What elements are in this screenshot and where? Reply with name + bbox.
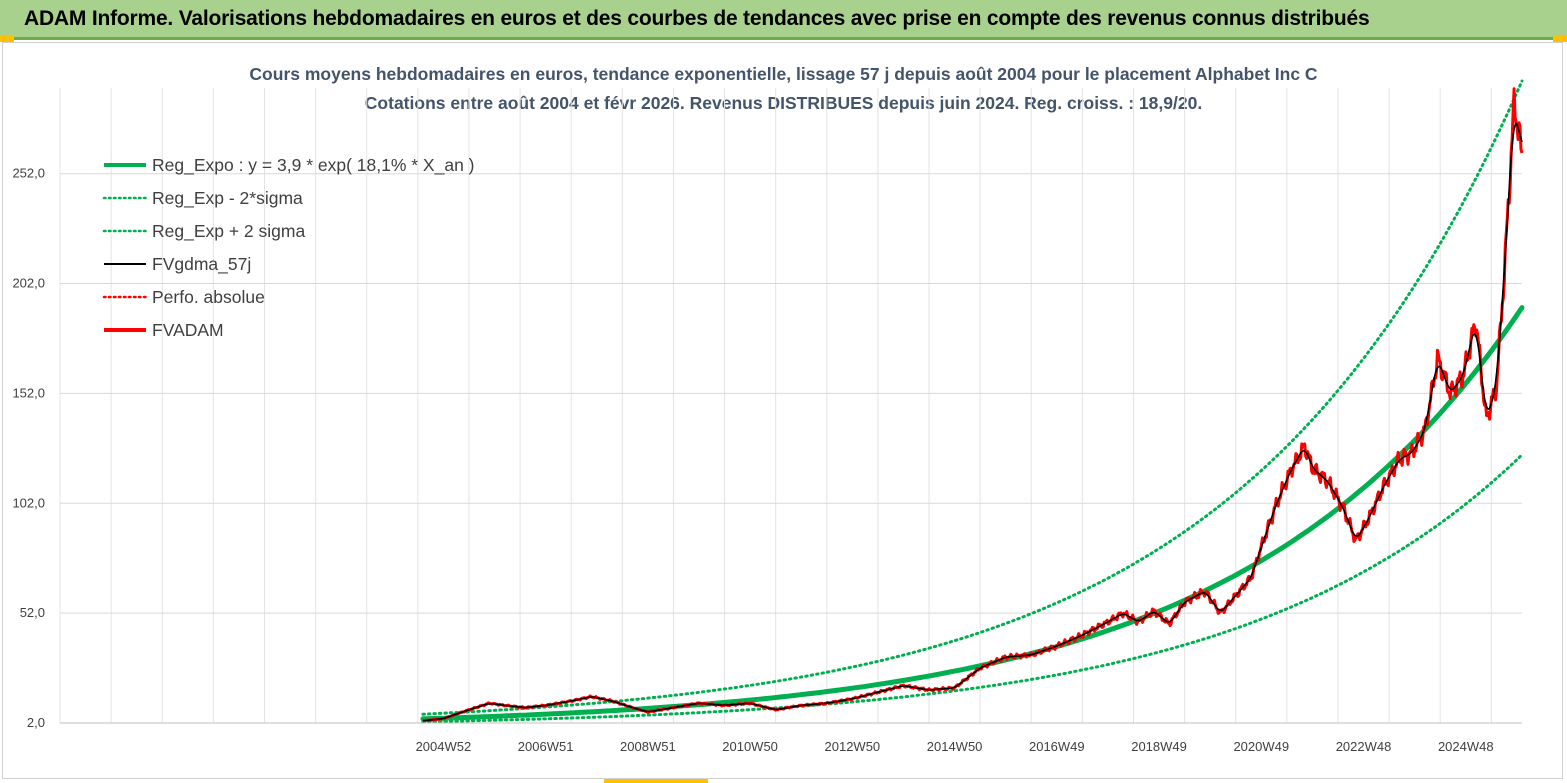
y-tick-label: 152,0 bbox=[12, 385, 45, 400]
header-banner: ADAM Informe. Valorisations hebdomadaire… bbox=[0, 0, 1567, 40]
series-reg-expo bbox=[420, 305, 1525, 722]
y-tick-label: 102,0 bbox=[12, 495, 45, 510]
bottom-scroll-accent bbox=[604, 779, 708, 783]
legend-label: Reg_Expo : y = 3,9 * exp( 18,1% * X_an ) bbox=[152, 155, 475, 176]
x-tick-label: 2006W51 bbox=[518, 739, 574, 754]
legend-label: Reg_Exp - 2*sigma bbox=[152, 188, 303, 209]
legend-label: FVADAM bbox=[152, 320, 224, 340]
x-tick-label: 2016W49 bbox=[1029, 739, 1085, 754]
grid bbox=[59, 88, 1522, 724]
x-tick-label: 2024W48 bbox=[1438, 739, 1494, 754]
y-tick-label: 252,0 bbox=[12, 166, 45, 181]
x-tick-label: 2012W50 bbox=[825, 739, 881, 754]
series-reg-minus-2sigma bbox=[421, 453, 1524, 724]
x-tick-label: 2020W49 bbox=[1233, 739, 1289, 754]
y-tick-label: 52,0 bbox=[20, 605, 45, 620]
axes: 2,0 52,0 102,0 152,0 202,0 252,0 2004W52 2006W5… bbox=[12, 166, 1522, 754]
y-tick-label: 2,0 bbox=[27, 715, 45, 730]
y-tick-label: 202,0 bbox=[12, 276, 45, 291]
corner-accent-left bbox=[0, 36, 14, 42]
legend-label: Perfo. absolue bbox=[152, 287, 265, 307]
series-reg-plus-2sigma bbox=[421, 79, 1524, 716]
legend: Reg_Expo : y = 3,9 * exp( 18,1% * X_an )… bbox=[102, 155, 475, 340]
chart-frame bbox=[2, 42, 1563, 779]
legend-label: FVgdma_57j bbox=[152, 254, 251, 275]
corner-accent-right bbox=[1553, 36, 1567, 42]
x-tick-label: 2018W49 bbox=[1131, 739, 1187, 754]
chart-subtitle: Cotations entre août 2004 et févr 2026. … bbox=[364, 93, 1203, 113]
x-tick-label: 2008W51 bbox=[620, 739, 676, 754]
x-tick-label: 2010W50 bbox=[722, 739, 778, 754]
x-tick-label: 2022W48 bbox=[1336, 739, 1392, 754]
x-tick-label: 2014W50 bbox=[927, 739, 983, 754]
x-tick-label: 2004W52 bbox=[416, 739, 472, 754]
chart-title: Cours moyens hebdomadaires en euros, ten… bbox=[249, 64, 1318, 84]
series-layer bbox=[420, 79, 1525, 724]
series-fvadam bbox=[422, 87, 1524, 723]
legend-label: Reg_Exp + 2 sigma bbox=[152, 221, 305, 242]
series-fvgdma-57j bbox=[422, 122, 1523, 722]
page-title: ADAM Informe. Valorisations hebdomadaire… bbox=[24, 7, 1370, 30]
